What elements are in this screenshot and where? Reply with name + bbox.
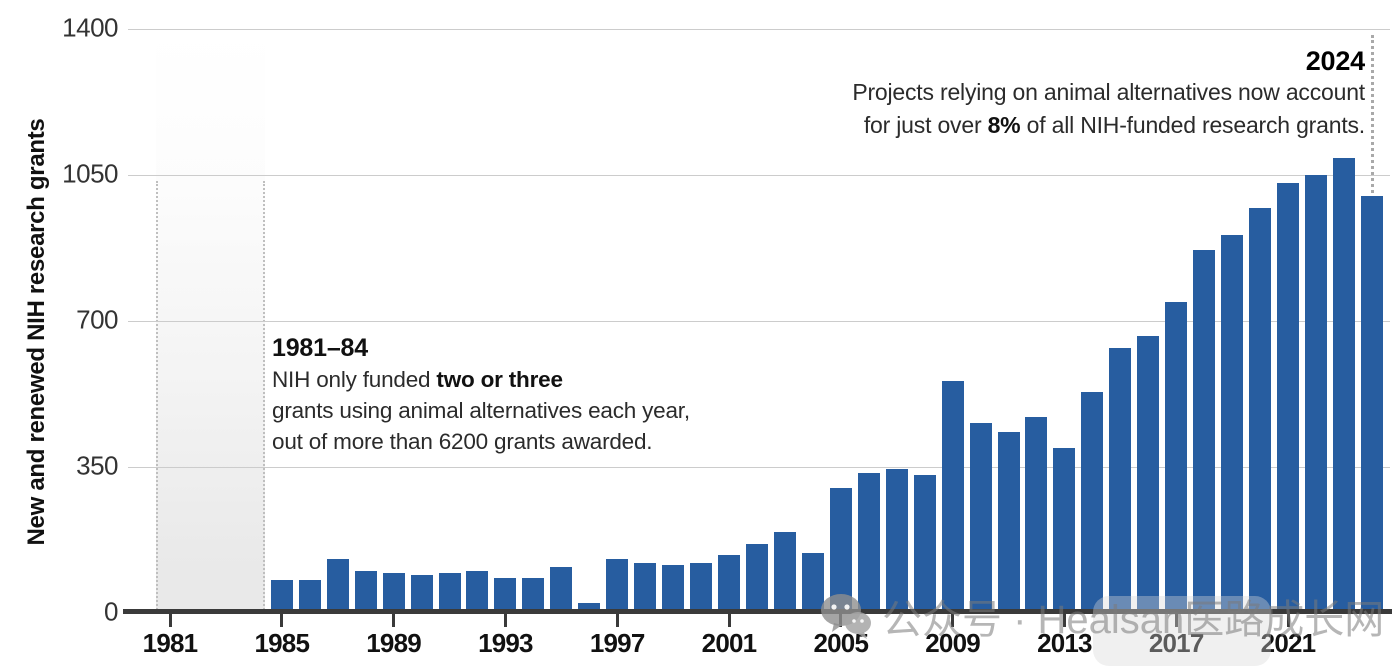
bar-1993 xyxy=(494,577,517,613)
bar-1989 xyxy=(382,573,405,613)
bar-2016 xyxy=(1137,335,1160,613)
bar-1999 xyxy=(662,565,685,613)
bar-2006 xyxy=(857,473,880,613)
annotation-1981-84-line3: out of more than 6200 grants awarded. xyxy=(272,429,653,454)
x-tick-mark-1997 xyxy=(615,614,619,627)
watermark-ghost-logo xyxy=(1093,596,1271,666)
annotation-1981-84-title: 1981–84 xyxy=(272,334,368,362)
y-tick-label-0: 0 xyxy=(104,596,118,627)
x-tick-label-2021: 2021 xyxy=(1260,628,1316,658)
bar-2017 xyxy=(1165,302,1188,613)
bar-2008 xyxy=(913,475,936,613)
bar-1994 xyxy=(522,577,545,613)
annotation-1981-84: 1981–84 NIH only funded two or three gra… xyxy=(272,333,690,457)
x-tick-mark-1981 xyxy=(168,614,172,627)
watermark-text: 公众号 · Healsan医路成长网 xyxy=(882,598,1385,642)
bar-2012 xyxy=(1025,416,1048,613)
x-tick-label-1997: 1997 xyxy=(589,628,645,658)
bar-2004 xyxy=(801,552,824,613)
watermark: 公众号 · Healsan医路成长网 xyxy=(820,588,1384,644)
bar-2024 xyxy=(1360,195,1383,613)
bar-2010 xyxy=(969,423,992,613)
x-tick-mark-2013 xyxy=(1062,614,1066,627)
bar-1996 xyxy=(578,602,601,613)
gridline-700 xyxy=(128,321,1390,322)
x-tick-label-1981: 1981 xyxy=(142,628,198,658)
x-tick-mark-2017 xyxy=(1174,614,1178,627)
bar-1985 xyxy=(270,579,293,613)
x-tick-mark-2021 xyxy=(1286,614,1290,627)
gridline-350 xyxy=(128,467,1390,468)
x-tick-mark-1993 xyxy=(503,614,507,627)
x-tick-mark-1985 xyxy=(280,614,284,627)
wechat-chat-bubbles-icon xyxy=(821,594,871,639)
x-tick-label-2017: 2017 xyxy=(1148,628,1204,658)
x-axis-line xyxy=(123,609,1392,614)
y-tick-label-1050: 1050 xyxy=(62,158,118,189)
bar-2020 xyxy=(1249,208,1272,613)
annotation-2024-line2: for just over 8% of all NIH-funded resea… xyxy=(863,112,1365,138)
bar-1995 xyxy=(550,567,573,613)
bar-2018 xyxy=(1193,250,1216,613)
annotation-2024: 2024 Projects relying on animal alternat… xyxy=(852,46,1365,142)
bar-2009 xyxy=(941,381,964,613)
bar-2002 xyxy=(745,544,768,613)
bar-1987 xyxy=(326,558,349,613)
bar-1991 xyxy=(438,573,461,613)
annotation-2024-title: 2024 xyxy=(1305,46,1365,76)
bar-1988 xyxy=(354,571,377,613)
bar-1986 xyxy=(298,579,321,613)
x-tick-label-2013: 2013 xyxy=(1037,628,1092,658)
bar-2001 xyxy=(718,554,740,613)
gridline-1050 xyxy=(128,175,1390,176)
x-tick-label-1989: 1989 xyxy=(366,628,421,658)
x-tick-label-1993: 1993 xyxy=(478,628,533,658)
bar-2013 xyxy=(1053,448,1076,613)
x-tick-label-2001: 2001 xyxy=(701,628,757,658)
x-tick-label-1985: 1985 xyxy=(254,628,310,658)
bar-2011 xyxy=(997,431,1020,613)
annotation-1981-84-line2: grants using animal alternatives each ye… xyxy=(272,398,690,423)
annotation-1981-84-line1: NIH only funded two or three xyxy=(272,367,563,392)
bar-2014 xyxy=(1081,391,1104,613)
bar-2021 xyxy=(1277,183,1299,613)
bar-2003 xyxy=(773,531,796,613)
bar-2023 xyxy=(1332,158,1355,613)
x-tick-label-2009: 2009 xyxy=(925,628,980,658)
y-tick-label-350: 350 xyxy=(76,450,118,481)
gridline-1400 xyxy=(128,29,1390,30)
x-tick-mark-1989 xyxy=(392,614,396,627)
dotted-reference-line-2024 xyxy=(1371,35,1374,193)
annotation-2024-line1: Projects relying on animal alternatives … xyxy=(852,79,1365,105)
bar-1992 xyxy=(466,571,489,613)
x-tick-mark-2001 xyxy=(727,614,731,627)
bar-1997 xyxy=(606,558,629,613)
bar-2019 xyxy=(1221,235,1244,613)
y-tick-label-1400: 1400 xyxy=(62,12,118,43)
y-tick-label-700: 700 xyxy=(76,304,118,335)
bar-2015 xyxy=(1109,348,1132,613)
bar-2005 xyxy=(829,487,852,613)
bar-2000 xyxy=(690,562,713,613)
bar-1990 xyxy=(410,575,433,613)
bar-2022 xyxy=(1304,175,1327,613)
x-tick-mark-2009 xyxy=(951,614,955,627)
shaded-region-dotted-borders xyxy=(156,180,265,613)
bar-1998 xyxy=(634,562,657,613)
bar-2007 xyxy=(885,469,908,613)
